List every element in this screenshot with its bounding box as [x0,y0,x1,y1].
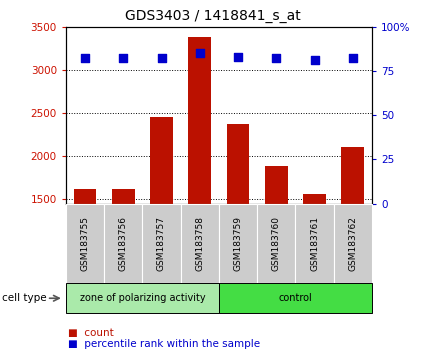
Point [158,56,165,61]
Point [82,56,88,61]
Bar [341,147,364,204]
Point [120,56,127,61]
Bar [150,117,173,204]
Text: ■  count: ■ count [68,328,114,338]
Bar [112,189,135,204]
Bar [303,194,326,204]
Text: GSM183757: GSM183757 [157,216,166,271]
Text: zone of polarizing activity: zone of polarizing activity [79,293,205,303]
Text: GDS3403 / 1418841_s_at: GDS3403 / 1418841_s_at [125,9,300,23]
Bar [74,189,96,204]
Text: GSM183760: GSM183760 [272,216,281,271]
Text: ■  percentile rank within the sample: ■ percentile rank within the sample [68,339,260,349]
Point [349,56,356,61]
Text: GSM183759: GSM183759 [233,216,243,271]
Text: control: control [278,293,312,303]
Point [273,56,280,61]
Point [311,57,318,63]
Text: GSM183755: GSM183755 [80,216,90,271]
Point [235,54,241,59]
Text: GSM183762: GSM183762 [348,216,357,271]
Text: GSM183756: GSM183756 [119,216,128,271]
Text: GSM183758: GSM183758 [195,216,204,271]
Bar [265,166,288,204]
Text: cell type: cell type [2,293,47,303]
Text: GSM183761: GSM183761 [310,216,319,271]
Bar [188,37,211,204]
Point [196,50,203,56]
Bar [227,124,249,204]
